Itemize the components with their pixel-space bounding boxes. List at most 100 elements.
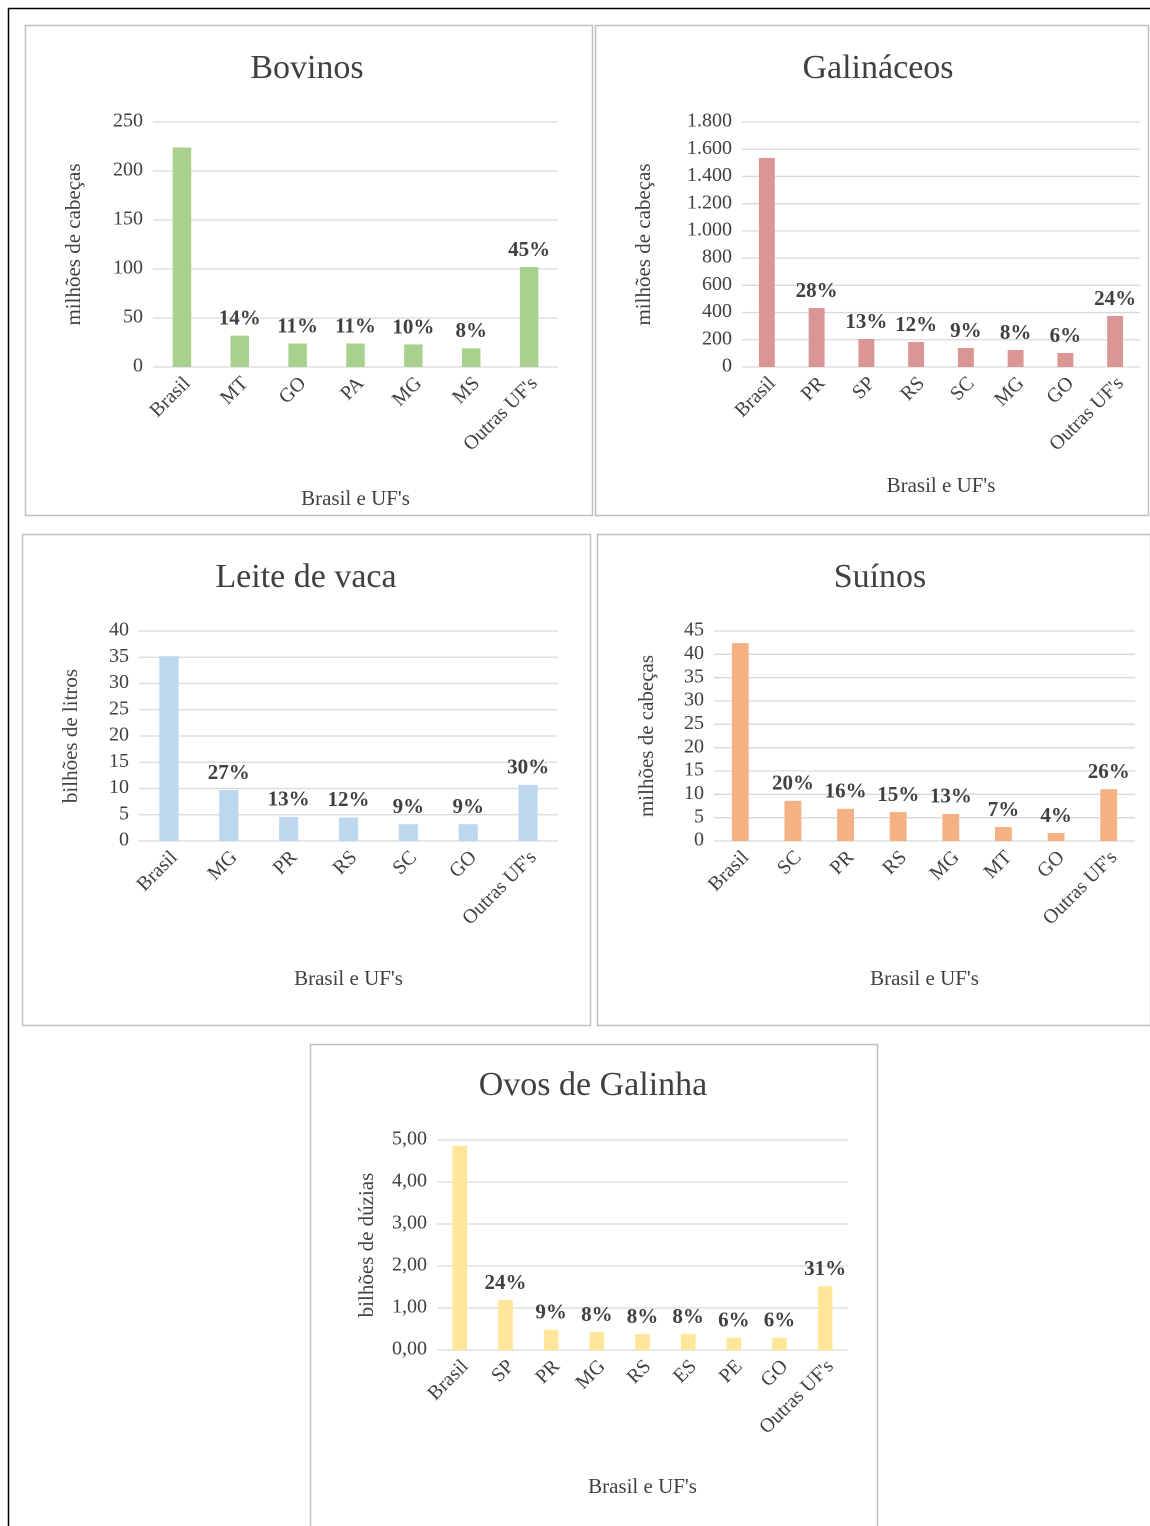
bar: [1100, 789, 1118, 841]
bar: [889, 812, 907, 841]
data-label: 45%: [508, 237, 550, 261]
bar: [279, 816, 299, 841]
bar: [995, 827, 1012, 841]
chart-panel: [596, 533, 1150, 1027]
data-label: 24%: [485, 1270, 527, 1294]
data-label: 31%: [804, 1256, 846, 1280]
bar: [1057, 352, 1074, 367]
y-tick-label: 0: [722, 355, 732, 377]
bar: [219, 790, 239, 841]
y-tick-label: 10: [684, 782, 704, 804]
bar: [726, 1337, 742, 1350]
data-label: 13%: [845, 309, 887, 333]
y-tick-label: 45: [684, 619, 704, 641]
y-tick-label: 1.400: [687, 164, 732, 186]
data-label: 8%: [627, 1304, 659, 1328]
data-label: 30%: [507, 755, 549, 779]
y-tick-label: 15: [109, 750, 129, 772]
data-label: 8%: [455, 318, 487, 342]
x-axis-title: Brasil e UF's: [870, 966, 979, 990]
y-tick-label: 600: [702, 273, 732, 295]
chart-panel: [309, 1043, 879, 1526]
y-tick-label: 800: [702, 246, 732, 268]
y-tick-label: 0,00: [392, 1338, 427, 1360]
chart-panel: [21, 533, 592, 1027]
y-tick-label: 30: [684, 689, 704, 711]
y-tick-label: 400: [702, 300, 732, 322]
y-tick-label: 150: [113, 208, 143, 230]
bar: [817, 1286, 833, 1350]
data-label: 13%: [268, 787, 310, 811]
data-label: 6%: [718, 1308, 750, 1332]
bar: [230, 335, 250, 367]
y-tick-label: 30: [109, 671, 129, 693]
data-label: 16%: [825, 779, 867, 803]
bar: [498, 1300, 513, 1350]
chart: Galináceos 0 200 400 600 800 1.000 1.200 1.400 1.…: [594, 24, 1150, 517]
y-tick-label: 3,00: [392, 1212, 427, 1234]
data-label: 15%: [877, 782, 919, 806]
data-label: 13%: [930, 784, 972, 808]
data-label: 20%: [772, 771, 814, 795]
bar: [784, 800, 802, 841]
bar: [957, 347, 974, 367]
y-tick-label: 35: [109, 645, 129, 667]
bar: [518, 784, 538, 841]
bar: [172, 147, 192, 367]
data-label: 7%: [988, 797, 1020, 821]
bar: [288, 343, 307, 367]
y-tick-label: 1.600: [687, 137, 732, 159]
data-label: 8%: [581, 1302, 613, 1326]
bar: [346, 343, 365, 367]
y-tick-label: 40: [109, 619, 129, 641]
chart-title: Leite de vaca: [215, 558, 396, 595]
data-label: 9%: [452, 794, 484, 818]
y-axis-title: milhões de cabeças: [631, 163, 655, 325]
y-tick-label: 4,00: [392, 1170, 427, 1192]
bar: [731, 643, 749, 841]
y-axis-title: milhões de cabeças: [61, 163, 85, 325]
data-label: 9%: [393, 794, 425, 818]
data-label: 27%: [208, 760, 250, 784]
bar: [1047, 833, 1065, 841]
bar: [543, 1329, 559, 1350]
y-axis-title: bilhões de litros: [58, 669, 82, 803]
data-label: 11%: [277, 313, 318, 337]
bar: [589, 1331, 605, 1350]
y-tick-label: 250: [113, 110, 143, 132]
data-label: 11%: [335, 313, 376, 337]
y-tick-label: 0: [694, 829, 704, 851]
bar: [398, 824, 418, 841]
bar: [680, 1334, 696, 1350]
chart-panel: [594, 24, 1150, 517]
chart-title: Suínos: [834, 558, 927, 595]
y-axis-title: milhões de cabeças: [634, 655, 658, 817]
chart-title: Ovos de Galinha: [479, 1066, 708, 1103]
outer-border: [7, 7, 1150, 1526]
chart-panel: [24, 24, 594, 517]
data-label: 6%: [764, 1308, 796, 1332]
x-axis-title: Brasil e UF's: [588, 1474, 697, 1498]
data-label: 26%: [1088, 759, 1130, 783]
bar: [159, 656, 179, 841]
y-tick-label: 25: [684, 712, 704, 734]
chart-title: Galináceos: [802, 49, 953, 86]
y-tick-label: 10: [109, 776, 129, 798]
y-axis-title: bilhões de dúzias: [354, 1173, 378, 1318]
y-tick-label: 40: [684, 642, 704, 664]
bar: [452, 1145, 468, 1350]
x-axis-title: Brasil e UF's: [887, 473, 996, 497]
data-label: 6%: [1050, 323, 1082, 347]
bar: [1007, 349, 1024, 367]
bar: [458, 824, 478, 841]
y-tick-label: 20: [109, 724, 129, 746]
y-tick-label: 1.200: [687, 191, 732, 213]
y-tick-label: 0: [133, 355, 143, 377]
chart: Ovos de Galinha 0,00 1,00 2,00 3,00 4,00 5,00 B…: [309, 1043, 879, 1526]
data-label: 9%: [950, 318, 982, 342]
y-tick-label: 5: [119, 802, 129, 824]
y-tick-label: 0: [119, 829, 129, 851]
data-label: 12%: [328, 787, 370, 811]
